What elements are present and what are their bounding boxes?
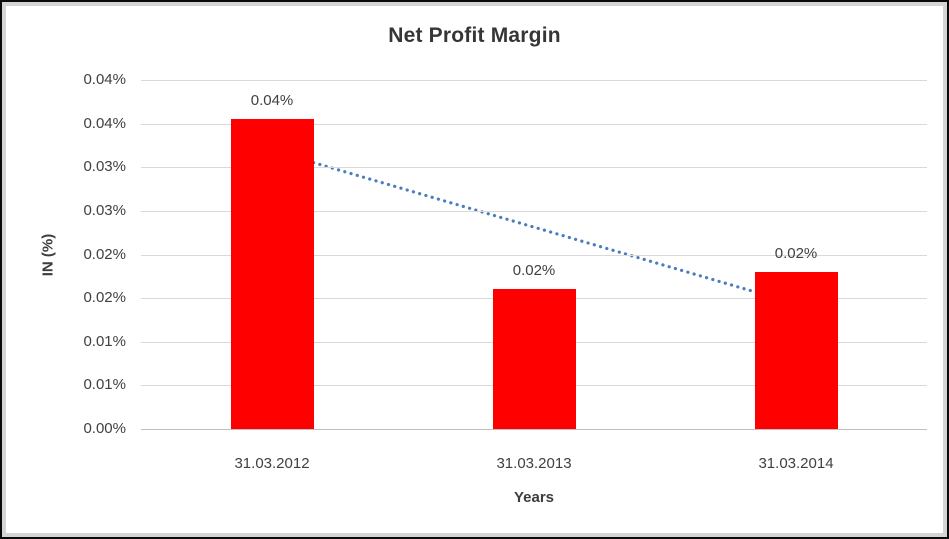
bar-data-label: 0.02% [774, 244, 818, 262]
bar-31.03.2012 [230, 119, 314, 429]
chart-title: Net Profit Margin [388, 24, 561, 47]
trendline [268, 148, 796, 305]
y-axis-tick-label: 0.02% [83, 289, 126, 307]
gridline [141, 167, 927, 169]
bar-31.03.2014 [754, 271, 838, 429]
gridline [141, 254, 927, 256]
x-axis-category-label: 31.03.2012 [234, 455, 310, 472]
y-axis-tick-label: 0.00% [83, 420, 126, 437]
bar-data-label: 0.02% [512, 261, 556, 279]
gridline [141, 123, 927, 125]
gridline [141, 210, 927, 212]
y-axis-tick-label: 0.04% [83, 71, 126, 88]
y-axis-tick-label: 0.01% [83, 376, 126, 394]
y-axis-tick-label: 0.04% [83, 114, 126, 132]
x-axis-category-label: 31.03.2013 [496, 455, 572, 472]
y-axis-tick-label: 0.01% [83, 332, 126, 350]
bar-data-label: 0.04% [250, 92, 294, 110]
y-axis-tick-label: 0.02% [83, 245, 126, 263]
x-axis-title: Years [513, 489, 555, 506]
bar-31.03.2013 [492, 288, 576, 429]
x-axis-line [141, 429, 927, 430]
y-axis-tick-label: 0.03% [83, 158, 126, 176]
y-axis-tick-label: 0.03% [83, 201, 126, 219]
gridline [141, 80, 927, 81]
x-axis-category-label: 31.03.2014 [758, 455, 834, 472]
